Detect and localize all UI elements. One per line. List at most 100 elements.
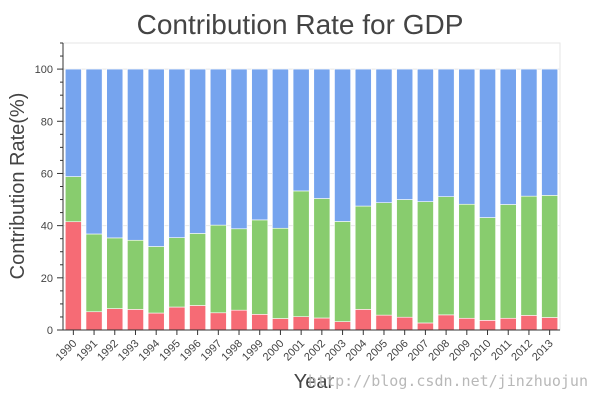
bar-segment-2005-2 <box>375 202 393 316</box>
bar-segment-1996-1 <box>189 305 206 331</box>
bar-segment-2007-1 <box>417 322 434 331</box>
bar-segment-1992-2 <box>106 237 124 309</box>
stacked-bars <box>64 68 559 331</box>
bar-segment-1994-1 <box>147 312 165 331</box>
bar-segment-2012-3 <box>520 68 538 197</box>
x-tick-label: 1998 <box>219 338 245 364</box>
bar-segment-1993-2 <box>127 239 144 310</box>
x-tick-label: 2009 <box>447 338 473 364</box>
bar-segment-2009-2 <box>458 203 476 319</box>
bar-segment-2001-3 <box>292 68 310 192</box>
bar-segment-2000-2 <box>272 227 289 319</box>
bar-segment-2007-3 <box>417 68 434 202</box>
x-tick-label: 1999 <box>240 338 266 364</box>
bar-segment-2013-1 <box>541 317 559 331</box>
x-tick-label: 2007 <box>406 338 432 364</box>
bar-segment-2009-3 <box>458 68 476 205</box>
bar-segment-1999-1 <box>251 314 269 331</box>
bar-segment-2006-3 <box>396 68 414 200</box>
bar-segment-2007-2 <box>417 201 434 324</box>
y-tick-label: 80 <box>41 116 53 128</box>
y-tick-label: 100 <box>35 64 53 76</box>
chart-title: Contribution Rate for GDP <box>137 9 464 40</box>
bar-segment-2010-3 <box>479 68 496 218</box>
bar-segment-1991-1 <box>85 311 103 331</box>
bar-segment-2002-3 <box>313 68 331 199</box>
bar-segment-1993-3 <box>127 68 144 241</box>
bar-segment-2006-1 <box>396 316 414 331</box>
bar-segment-2002-2 <box>313 198 331 319</box>
x-tick-label: 1996 <box>178 338 204 364</box>
bar-segment-2005-3 <box>375 68 393 203</box>
bar-segment-1993-1 <box>127 309 144 331</box>
y-tick-label: 20 <box>41 273 53 285</box>
bar-segment-2006-2 <box>396 199 414 318</box>
bar-segment-1996-2 <box>189 233 206 306</box>
bar-segment-2004-1 <box>354 309 372 331</box>
x-tick-label: 1993 <box>116 338 142 364</box>
bar-segment-2011-1 <box>499 317 517 331</box>
bar-segment-1997-2 <box>209 224 227 314</box>
bar-segment-1997-3 <box>209 68 227 226</box>
bar-segment-1991-3 <box>85 68 103 235</box>
plot-frame <box>62 42 561 331</box>
x-tick-label: 2002 <box>302 338 328 364</box>
bar-segment-2003-1 <box>334 321 351 331</box>
bar-segment-2004-2 <box>354 205 372 310</box>
bar-segment-1990-1 <box>64 221 82 331</box>
x-axis-ticks: 1990199119921993199419951996199719981999… <box>54 330 556 363</box>
bar-segment-1998-2 <box>230 228 248 311</box>
bar-segment-2003-3 <box>334 68 351 222</box>
bar-segment-2011-3 <box>499 68 517 205</box>
bar-segment-2010-1 <box>479 320 496 331</box>
y-tick-label: 0 <box>47 325 53 337</box>
x-tick-label: 2005 <box>364 338 390 364</box>
bar-segment-1994-3 <box>147 68 165 247</box>
bar-segment-2013-3 <box>541 68 559 196</box>
x-tick-label: 1991 <box>74 338 100 364</box>
x-tick-label: 2008 <box>426 338 452 364</box>
bar-segment-2008-1 <box>437 314 455 331</box>
bar-segment-1999-3 <box>251 68 269 221</box>
bar-segment-1998-3 <box>230 68 248 230</box>
bar-segment-2005-1 <box>375 314 393 331</box>
bar-segment-1995-1 <box>168 306 186 331</box>
bar-segment-2000-3 <box>272 68 289 229</box>
bar-segment-2012-1 <box>520 315 538 331</box>
x-tick-label: 1995 <box>157 338 183 364</box>
y-tick-label: 60 <box>41 168 53 180</box>
bar-segment-1995-2 <box>168 237 186 308</box>
y-axis-label: Contribution Rate(%) <box>7 93 29 280</box>
bar-segment-2004-3 <box>354 68 372 207</box>
x-tick-label: 2006 <box>385 338 411 364</box>
x-axis-label: Year <box>294 371 335 393</box>
bar-segment-1990-2 <box>64 176 82 223</box>
watermark-text: http://blog.csdn.net/jinzhuojun <box>308 372 588 390</box>
x-tick-label: 2013 <box>530 338 556 364</box>
bar-segment-2011-2 <box>499 204 517 319</box>
x-tick-label: 2012 <box>509 338 535 364</box>
y-tick-label: 40 <box>41 221 53 233</box>
bar-segment-1999-2 <box>251 219 269 315</box>
bar-segment-2008-3 <box>437 68 455 197</box>
bar-segment-1998-1 <box>230 309 248 331</box>
x-tick-label: 2010 <box>468 338 494 364</box>
bar-segment-1996-3 <box>189 68 206 234</box>
bar-segment-1995-3 <box>168 68 186 238</box>
bar-segment-2012-2 <box>520 195 538 316</box>
bar-segment-1997-1 <box>209 312 227 331</box>
bar-segment-1992-3 <box>106 68 124 239</box>
x-tick-label: 1990 <box>54 338 80 364</box>
bar-segment-1990-3 <box>64 68 82 177</box>
bar-segment-2002-1 <box>313 317 331 331</box>
bar-segment-1991-2 <box>85 233 103 313</box>
bar-segment-2010-2 <box>479 217 496 321</box>
bar-segment-1992-1 <box>106 308 124 331</box>
bar-segment-2013-2 <box>541 195 559 318</box>
x-tick-label: 1994 <box>137 338 163 364</box>
bar-segment-2008-2 <box>437 196 455 316</box>
bar-segment-2001-2 <box>292 190 310 317</box>
x-tick-label: 2003 <box>323 338 349 364</box>
y-axis-ticks: 0 20 40 60 80 100 <box>35 42 63 337</box>
bar-segment-2000-1 <box>272 318 289 331</box>
